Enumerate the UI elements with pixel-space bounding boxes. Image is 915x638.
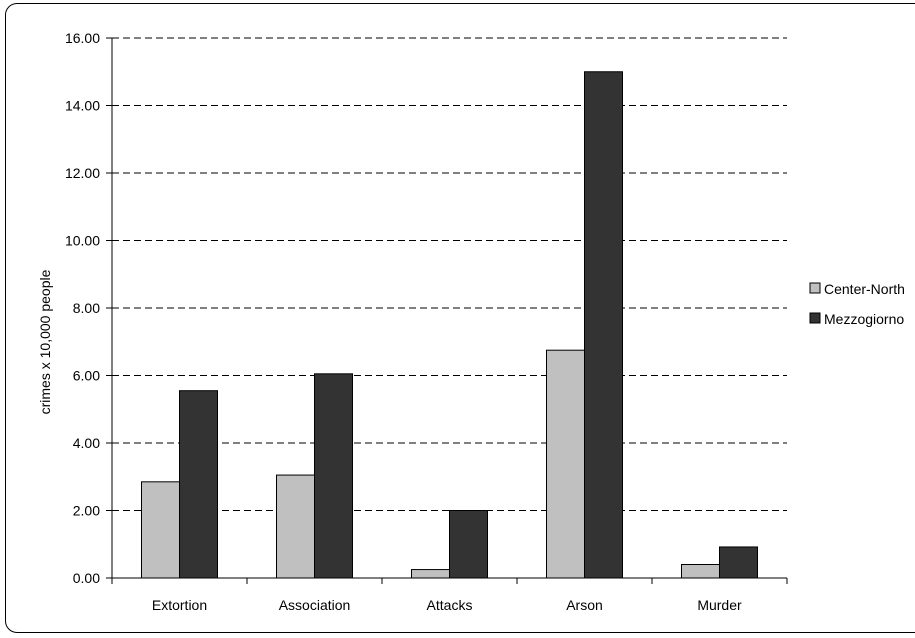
x-tick-label: Extortion bbox=[152, 597, 207, 613]
legend-swatch bbox=[809, 282, 821, 294]
bar-mezzogiorno-extortion bbox=[179, 390, 218, 579]
legend-label: Center-North bbox=[824, 281, 905, 297]
legend-label: Mezzogiorno bbox=[824, 311, 904, 327]
bar-mezzogiorno-arson bbox=[584, 71, 623, 579]
bar-center-north-extortion bbox=[141, 481, 180, 579]
y-tick-label: 16.00 bbox=[65, 30, 100, 46]
axes bbox=[106, 37, 788, 584]
y-axis-title: crimes x 10,000 people bbox=[37, 269, 53, 414]
bars bbox=[141, 71, 758, 579]
y-tick-labels: 0.00 2.00 4.00 6.00 8.00 10.00 12.00 14.00 16.00 bbox=[65, 30, 100, 586]
y-tick-label: 8.00 bbox=[73, 300, 100, 316]
y-tick-label: 14.00 bbox=[65, 98, 100, 114]
bar-center-north-arson bbox=[546, 349, 585, 579]
y-tick-label: 6.00 bbox=[73, 368, 100, 384]
bar-center-north-association bbox=[276, 474, 315, 579]
x-tick-label: Arson bbox=[566, 597, 603, 613]
gridlines bbox=[112, 37, 787, 511]
bar-center-north-murder bbox=[681, 564, 720, 579]
bar-mezzogiorno-attacks bbox=[449, 510, 488, 579]
x-tick-labels: Extortion Association Attacks Arson Murder bbox=[152, 597, 742, 613]
x-tick-label: Association bbox=[279, 597, 351, 613]
y-tick-label: 10.00 bbox=[65, 233, 100, 249]
legend: Center-North Mezzogiorno bbox=[809, 281, 905, 327]
y-tick-label: 4.00 bbox=[73, 435, 100, 451]
y-tick-label: 0.00 bbox=[73, 570, 100, 586]
bar-mezzogiorno-murder bbox=[719, 546, 758, 579]
x-tick-label: Attacks bbox=[427, 597, 473, 613]
bar-mezzogiorno-association bbox=[314, 373, 353, 579]
bar-center-north-attacks bbox=[411, 569, 450, 579]
legend-swatch bbox=[809, 312, 821, 324]
x-tick-label: Murder bbox=[697, 597, 742, 613]
y-tick-label: 12.00 bbox=[65, 165, 100, 181]
y-tick-label: 2.00 bbox=[73, 503, 100, 519]
